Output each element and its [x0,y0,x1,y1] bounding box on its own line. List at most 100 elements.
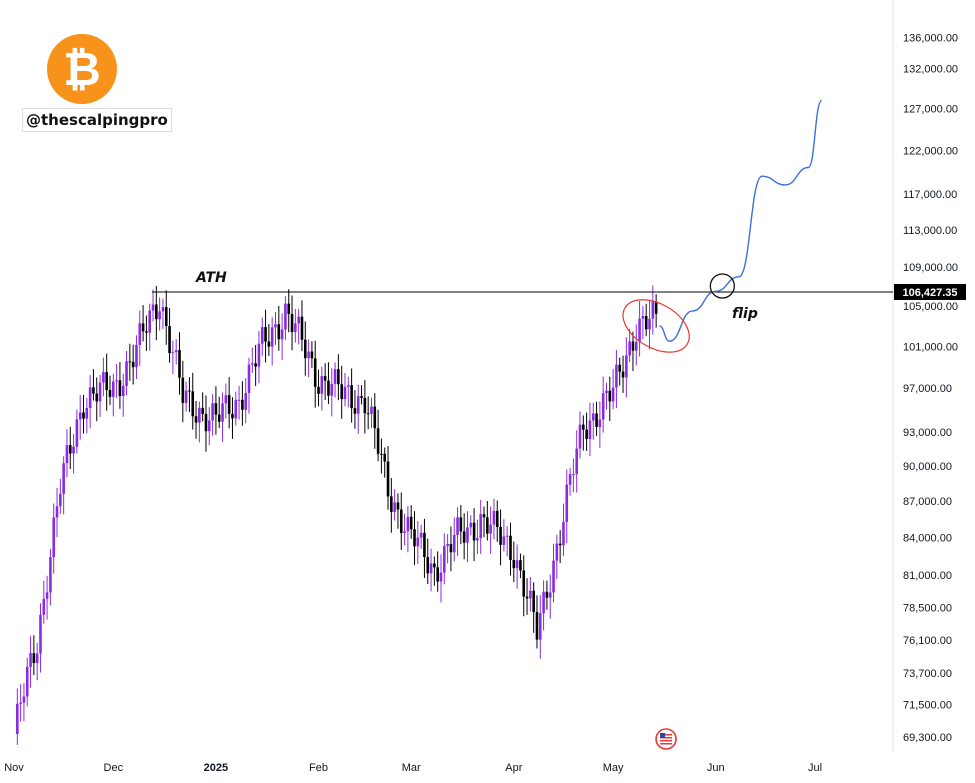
annotations: ATH flip [195,270,758,750]
y-tick-label: 132,000.00 [903,64,958,76]
flag-canton [660,733,666,738]
y-tick-label: 113,000.00 [903,225,957,237]
candle-body [244,392,247,410]
candle-body [207,420,211,432]
candle-body [628,341,631,356]
candle-body [55,506,59,518]
candle-body [247,364,251,393]
candle-body [608,390,612,402]
candle-body [303,339,307,359]
y-tick-label: 73,700.00 [903,668,952,680]
candle-body [131,361,135,368]
y-tick-label: 93,000.00 [903,427,952,439]
candle-body [174,350,178,353]
candle-body [618,364,622,372]
candle-body [49,557,52,593]
candle-body [631,341,635,351]
candle-body [310,351,314,359]
candle-body [171,352,175,354]
candle-body [654,301,658,314]
candle-body [562,521,565,546]
candle-body [363,397,367,414]
candle-body [234,399,238,419]
candle-body [92,387,95,394]
candle-body [452,534,456,553]
candle-body [558,543,562,546]
x-tick-label: Feb [309,762,328,774]
candle-body [45,592,49,599]
candle-body [264,327,267,342]
candle-body [433,563,436,568]
candle-body [65,445,69,464]
candle-body [211,403,214,421]
x-tick-label: Dec [104,762,124,774]
candle-body [72,446,75,454]
candle-body [605,390,608,394]
candle-body [95,393,99,402]
candle-body [469,522,473,528]
candle-body [482,514,486,518]
price-tag-label: 106,427.35 [902,287,957,299]
candle-body [237,399,241,401]
candle-body [582,424,585,430]
candle-body [158,311,161,320]
candle-body [82,412,85,419]
candle-body [68,445,72,454]
candle-body [472,522,476,541]
candle-body [409,516,413,530]
candle-body [254,363,257,367]
y-tick-label: 117,000.00 [903,189,957,201]
candle-body [333,369,337,384]
candle-body [393,502,396,512]
candle-body [509,535,512,560]
candle-body [320,376,324,394]
y-tick-label: 127,000.00 [903,104,958,116]
candle-body [489,524,492,534]
candle-body [466,527,469,543]
candle-body [443,546,446,573]
candle-body [588,420,592,439]
candle-body [370,406,373,414]
candle-body [128,361,132,363]
candle-body [535,612,539,640]
candle-body [118,380,122,397]
x-axis[interactable]: Nov Dec 2025 Feb Mar Apr May Jun Jul [4,762,822,774]
candle-body [641,316,645,319]
candle-body [413,529,416,547]
candle-body [585,429,588,439]
flag-ring [655,728,677,750]
candle-body [181,377,185,403]
flag-stripe [660,740,673,742]
candle-body [548,592,552,598]
candle-body [112,381,115,397]
candle-body [260,327,264,344]
candle-body [25,666,29,697]
candle-body [406,516,410,532]
candle-body [135,344,138,368]
candle-body [300,316,304,340]
candle-body [459,517,463,532]
candle-body [651,301,655,319]
candle-body [634,341,638,351]
candle-body [42,598,46,615]
candle-body [78,412,82,420]
candle-body [121,385,125,397]
x-tick-label: Mar [402,762,421,774]
candle-body [572,474,575,476]
candle-body [601,393,605,420]
candle-body [426,557,430,574]
candle-body [492,510,496,525]
candle-body [591,413,595,421]
candle-body [317,386,320,394]
candle-body [280,329,284,340]
candle-body [141,323,145,332]
candle-body [32,653,36,664]
candle-body [578,424,582,449]
projection-line [659,99,823,342]
candle-body [611,387,615,402]
y-axis[interactable]: 136,000.00 132,000.00 127,000.00 122,000.00… [903,33,958,744]
candle-body [251,363,254,365]
candle-body [525,596,529,599]
candle-body [297,316,300,324]
flag-stripe [660,737,673,739]
